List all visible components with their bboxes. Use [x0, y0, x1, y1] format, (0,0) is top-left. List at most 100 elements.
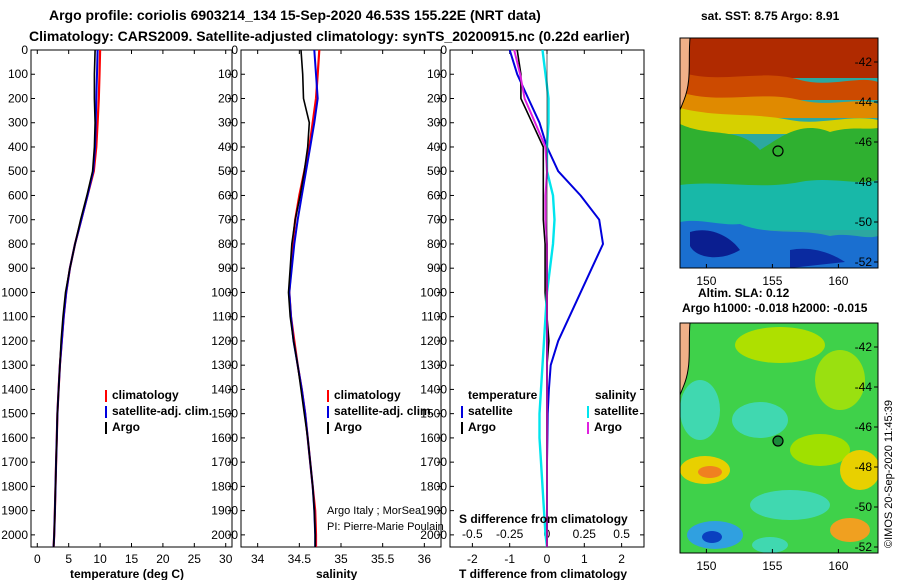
- depth-tick-label: 2000: [1, 528, 28, 542]
- depth-tick-label: 300: [427, 116, 447, 130]
- legend-s-argo: Argo: [594, 420, 622, 434]
- depth-tick-label: 600: [218, 188, 238, 202]
- legend-argo: Argo: [334, 420, 362, 434]
- sst-map-title: sat. SST: 8.75 Argo: 8.91: [701, 9, 840, 23]
- s-tick-label: -0.5: [462, 527, 483, 541]
- x-tick-label: -1: [504, 552, 515, 566]
- depth-tick-label: 1600: [211, 431, 238, 445]
- depth-tick-label: 800: [218, 237, 238, 251]
- depth-tick-label: 900: [427, 261, 447, 275]
- depth-tick-label: 1400: [1, 382, 28, 396]
- argo-location-marker: [772, 435, 784, 447]
- legend-t-satellite: satellite: [468, 404, 513, 418]
- depth-tick-label: 400: [427, 140, 447, 154]
- lat-tick-label: -52: [855, 540, 873, 554]
- legend-climatology: climatology: [112, 388, 179, 402]
- legend-s-satellite: satellite: [594, 404, 639, 418]
- depth-tick-label: 600: [8, 188, 28, 202]
- lat-tick-label: -52: [855, 255, 873, 269]
- argo-location-marker: [772, 145, 784, 157]
- depth-tick-label: 2000: [420, 528, 447, 542]
- x-tick-label: 10: [93, 552, 107, 566]
- x-tick-label: 30: [219, 552, 233, 566]
- legend-salinity-title: salinity: [595, 388, 637, 402]
- depth-tick-label: 1500: [211, 407, 238, 421]
- lat-tick-label: -42: [855, 340, 873, 354]
- credit-line1: Argo Italy ; MorSea: [327, 505, 422, 517]
- depth-tick-label: 200: [8, 91, 28, 105]
- depth-tick-label: 600: [427, 188, 447, 202]
- lon-tick-label: 155: [762, 274, 782, 288]
- s-tick-label: 0.25: [573, 527, 597, 541]
- difference-legend: temperature salinity satellite Argo sate…: [461, 388, 639, 434]
- depth-tick-label: 400: [8, 140, 28, 154]
- sst-map: [680, 38, 878, 268]
- x-tick-label: 25: [188, 552, 202, 566]
- depth-tick-label: 1100: [212, 310, 238, 324]
- lat-tick-label: -46: [855, 135, 873, 149]
- depth-tick-label: 1000: [211, 285, 238, 299]
- depth-tick-label: 800: [427, 237, 447, 251]
- depth-tick-label: 500: [218, 164, 238, 178]
- lat-tick-label: -44: [855, 380, 873, 394]
- depth-tick-label: 1900: [1, 504, 28, 518]
- depth-tick-label: 900: [218, 261, 238, 275]
- depth-tick-label: 1300: [211, 358, 238, 372]
- x-tick-label: 1: [581, 552, 588, 566]
- lat-tick-label: -48: [855, 460, 873, 474]
- depth-tick-label: 1500: [1, 407, 28, 421]
- credit-line2: PI: Pierre-Marie Poulain: [327, 521, 444, 533]
- depth-tick-label: 1000: [420, 285, 447, 299]
- depth-tick-label: 400: [218, 140, 238, 154]
- depth-tick-label: 500: [8, 164, 28, 178]
- temperature-legend: climatology satellite-adj. clim. Argo: [105, 388, 212, 434]
- depth-tick-label: 500: [427, 164, 447, 178]
- lon-tick-label: 150: [696, 274, 716, 288]
- depth-tick-label: 1100: [2, 310, 28, 324]
- x-tick-label: 34.5: [288, 552, 312, 566]
- diff-xlabel: T difference from climatology: [459, 567, 627, 580]
- depth-tick-label: 1600: [420, 431, 447, 445]
- x-tick-label: 2: [618, 552, 625, 566]
- lon-tick-label: 160: [828, 274, 848, 288]
- x-tick-label: 35: [334, 552, 348, 566]
- depth-tick-label: 1800: [420, 479, 447, 493]
- sla-map-frame: [679, 322, 879, 554]
- depth-tick-label: 200: [427, 91, 447, 105]
- depth-tick-label: 1900: [420, 504, 447, 518]
- depth-tick-label: 0: [21, 43, 28, 57]
- depth-tick-label: 1400: [420, 382, 447, 396]
- legend-satellite: satellite-adj. clim.: [112, 404, 212, 418]
- figure-title-line2: Climatology: CARS2009. Satellite-adjuste…: [29, 28, 630, 44]
- depth-tick-label: 100: [427, 67, 447, 81]
- s-diff-axis-label: S difference from climatology: [459, 512, 628, 526]
- lat-tick-label: -42: [855, 55, 873, 69]
- depth-tick-label: 1100: [421, 310, 447, 324]
- lat-tick-label: -50: [855, 500, 873, 514]
- salinity-xlabel: salinity: [316, 567, 358, 580]
- temperature-panel: [30, 49, 233, 548]
- x-tick-label: 15: [125, 552, 139, 566]
- depth-tick-label: 100: [218, 67, 238, 81]
- depth-tick-label: 0: [231, 43, 238, 57]
- x-tick-label: 0: [544, 552, 551, 566]
- depth-tick-label: 1700: [420, 455, 447, 469]
- depth-tick-label: 700: [218, 213, 238, 227]
- series-line-argo: [287, 49, 317, 547]
- sst-map-frame: [679, 37, 879, 269]
- legend-t-argo: Argo: [468, 420, 496, 434]
- depth-tick-label: 1900: [211, 504, 238, 518]
- legend-temperature-title: temperature: [468, 388, 538, 402]
- depth-tick-label: 300: [218, 116, 238, 130]
- depth-tick-label: 1500: [420, 407, 447, 421]
- legend-climatology: climatology: [334, 388, 401, 402]
- depth-tick-label: 1200: [1, 334, 28, 348]
- sla-map: [680, 323, 878, 553]
- x-tick-label: 35.5: [371, 552, 395, 566]
- height-map-title: Argo h1000: -0.018 h2000: -0.015: [682, 301, 868, 315]
- depth-tick-label: 100: [8, 67, 28, 81]
- s-tick-label: -0.25: [496, 527, 524, 541]
- salinity-panel: [240, 49, 442, 548]
- x-tick-label: 36: [418, 552, 432, 566]
